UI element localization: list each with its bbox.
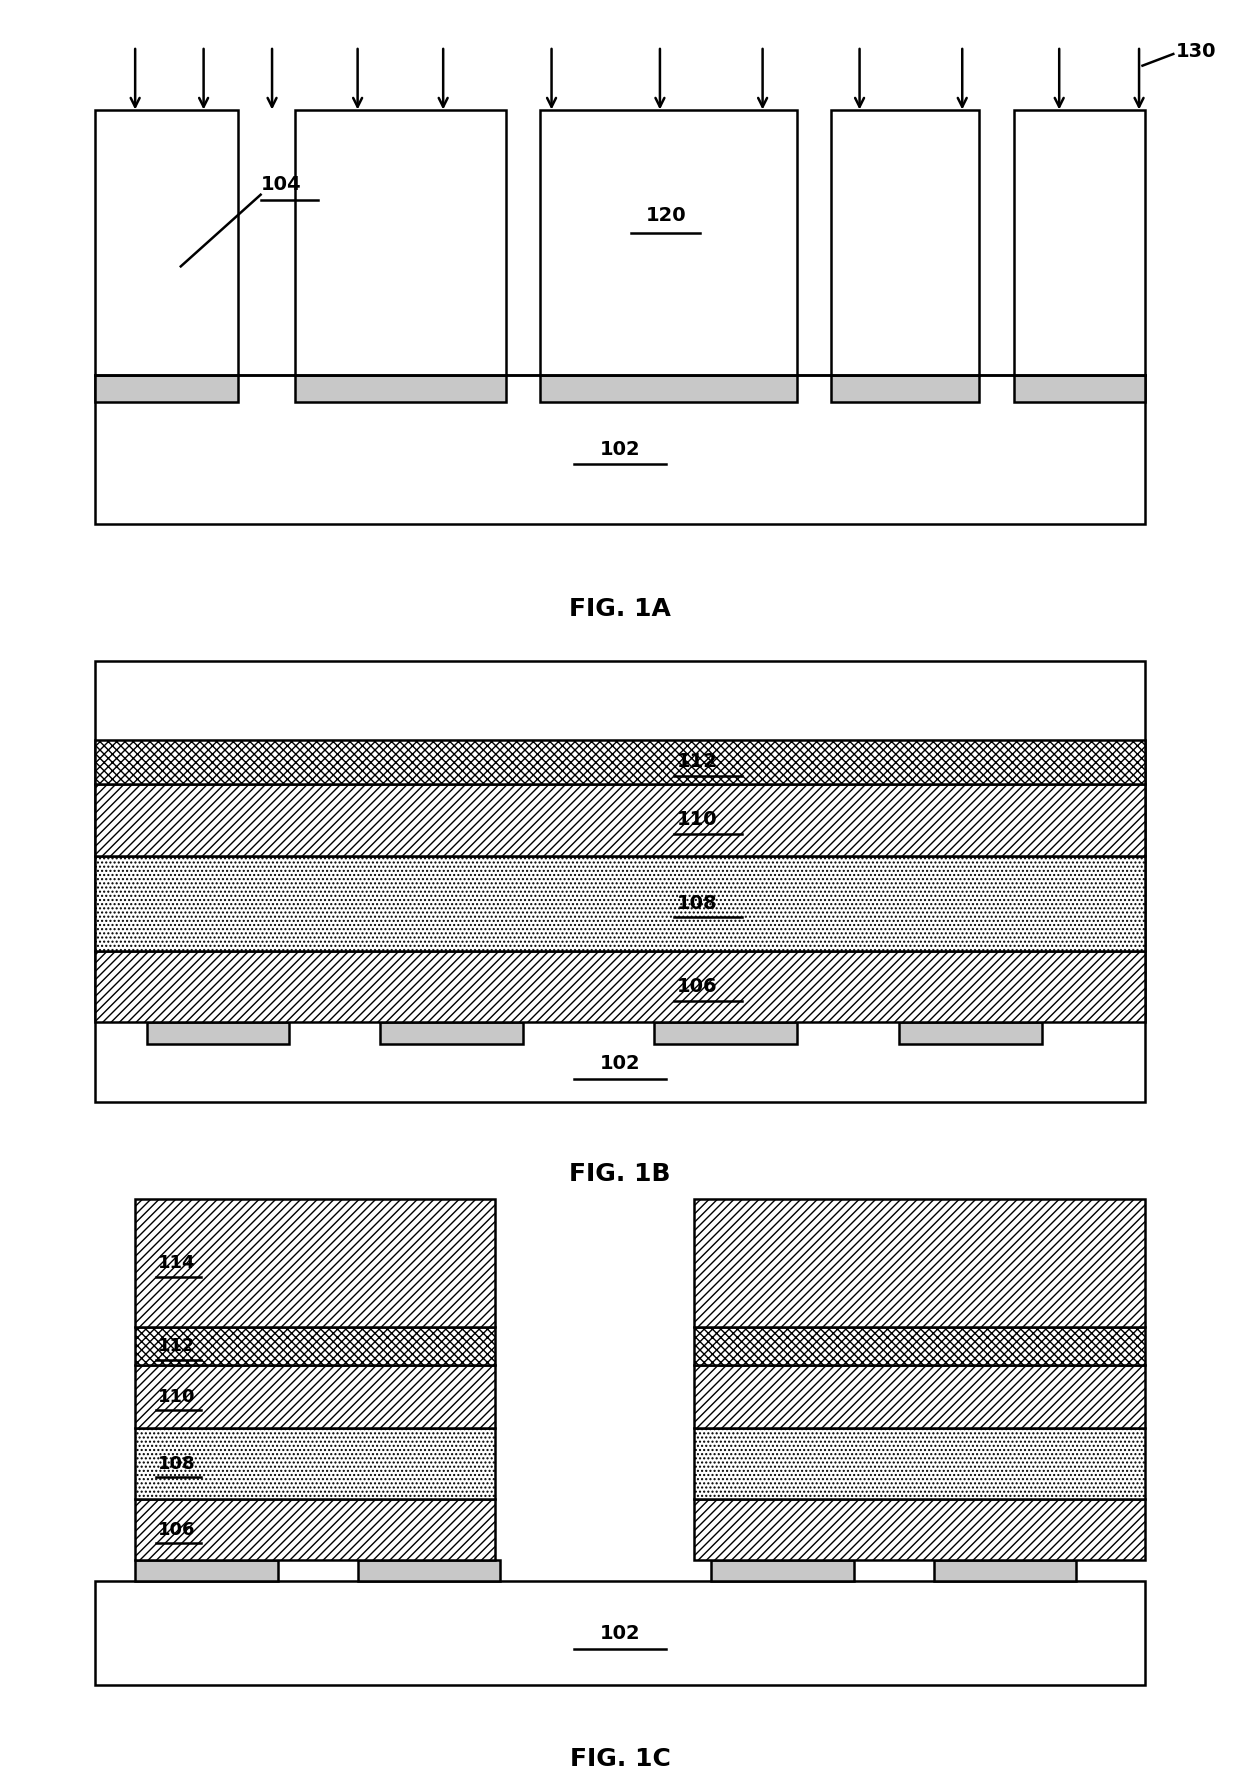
- Bar: [899, 1023, 1042, 1044]
- Bar: [146, 1023, 289, 1044]
- Bar: [934, 1561, 1076, 1582]
- Bar: [541, 110, 797, 375]
- Bar: [95, 855, 1145, 950]
- Bar: [1013, 110, 1145, 375]
- Bar: [694, 1499, 1145, 1561]
- Bar: [95, 740, 1145, 784]
- Bar: [694, 1328, 1145, 1365]
- Bar: [694, 1428, 1145, 1499]
- Bar: [95, 784, 1145, 855]
- Text: 102: 102: [600, 1623, 640, 1643]
- Text: FIG. 1A: FIG. 1A: [569, 596, 671, 621]
- Bar: [95, 950, 1145, 1023]
- Bar: [694, 1365, 1145, 1428]
- Bar: [135, 1428, 495, 1499]
- Text: 112: 112: [677, 752, 718, 772]
- Text: 110: 110: [157, 1388, 196, 1405]
- Bar: [381, 1023, 523, 1044]
- Bar: [135, 1499, 495, 1561]
- Text: 120: 120: [645, 207, 686, 225]
- Bar: [295, 375, 506, 402]
- Bar: [541, 375, 797, 402]
- Text: FIG. 1C: FIG. 1C: [569, 1747, 671, 1770]
- Bar: [95, 1582, 1145, 1685]
- Text: 106: 106: [677, 977, 718, 997]
- Bar: [135, 1200, 495, 1328]
- Bar: [95, 660, 1145, 1103]
- Bar: [712, 1561, 854, 1582]
- Bar: [95, 110, 238, 375]
- Bar: [694, 1200, 1145, 1328]
- Text: 110: 110: [677, 811, 718, 828]
- Bar: [95, 375, 1145, 524]
- Text: FIG. 1B: FIG. 1B: [569, 1161, 671, 1186]
- Bar: [357, 1561, 500, 1582]
- Bar: [295, 110, 506, 375]
- Bar: [831, 110, 980, 375]
- Bar: [135, 1561, 278, 1582]
- Bar: [95, 375, 238, 402]
- Text: 102: 102: [600, 441, 640, 458]
- Bar: [135, 1328, 495, 1365]
- Text: 114: 114: [157, 1255, 196, 1273]
- Bar: [831, 375, 980, 402]
- Bar: [135, 1365, 495, 1428]
- Text: 102: 102: [600, 1053, 640, 1073]
- Text: 112: 112: [157, 1338, 196, 1356]
- Bar: [655, 1023, 797, 1044]
- Text: 104: 104: [260, 175, 301, 193]
- Text: 106: 106: [157, 1520, 196, 1538]
- Text: 108: 108: [677, 894, 718, 913]
- Text: 130: 130: [1176, 42, 1216, 60]
- Bar: [1013, 375, 1145, 402]
- Text: 108: 108: [157, 1455, 196, 1473]
